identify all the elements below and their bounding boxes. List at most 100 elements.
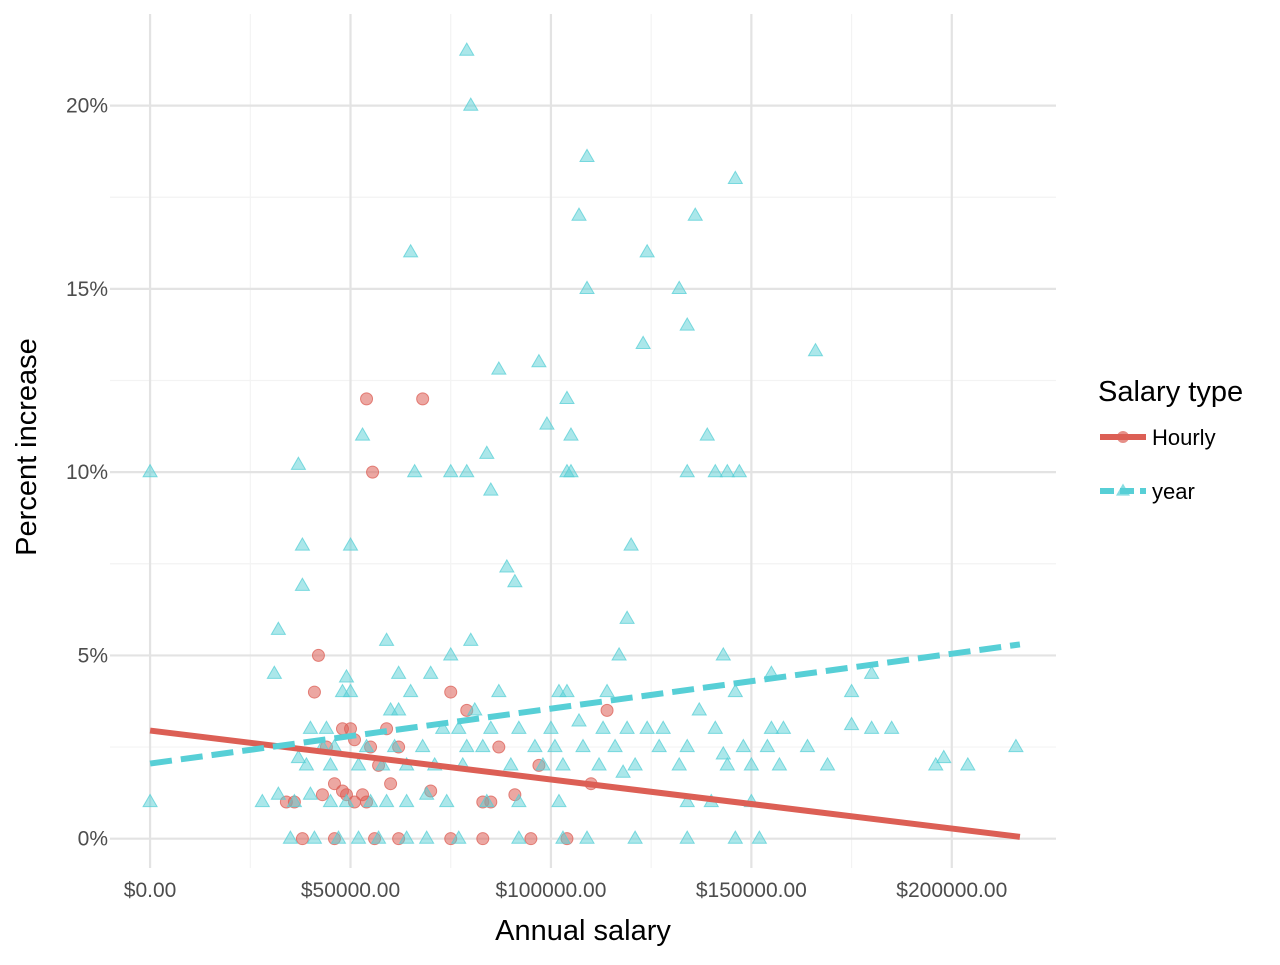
- year-point: [306, 830, 323, 844]
- year-point: [254, 793, 271, 808]
- year-point: [458, 738, 475, 753]
- year-point: [490, 683, 507, 698]
- y-axis-title: Percent increase: [11, 338, 43, 556]
- year-point: [679, 738, 696, 753]
- year-point: [458, 463, 475, 478]
- x-axis-title: Annual salary: [495, 915, 671, 947]
- year-point: [671, 280, 688, 294]
- year-point: [294, 577, 311, 591]
- hourly-point: [307, 685, 321, 699]
- year-point: [927, 756, 944, 771]
- year-point: [434, 720, 451, 734]
- year-point: [342, 536, 359, 551]
- year-point: [727, 170, 744, 185]
- year-point: [775, 720, 792, 734]
- year-point: [370, 830, 387, 844]
- year-point: [619, 720, 635, 734]
- hourly-point: [366, 465, 380, 479]
- year-point: [374, 756, 391, 771]
- year-point: [599, 683, 615, 698]
- year-point: [438, 793, 455, 808]
- year-point: [510, 830, 527, 844]
- year-point: [266, 665, 283, 679]
- year-point: [555, 756, 571, 771]
- year-point: [935, 749, 952, 764]
- year-point: [883, 720, 900, 734]
- legend-item-year: year: [1100, 479, 1195, 504]
- year-point: [510, 793, 527, 808]
- hourly-point: [384, 777, 398, 791]
- year-point: [358, 738, 375, 753]
- hourly-trend-line: [149, 727, 1021, 840]
- y-tick-label: 10%: [66, 461, 108, 484]
- year-point: [551, 793, 567, 808]
- year-point: [731, 463, 748, 478]
- year-point: [478, 793, 495, 808]
- year-point: [270, 786, 287, 800]
- year-point: [579, 280, 595, 294]
- year-point: [571, 207, 587, 221]
- year-point: [627, 830, 643, 844]
- year-point: [575, 738, 591, 753]
- year-point: [807, 342, 824, 357]
- year-point: [591, 756, 607, 771]
- year-point: [863, 665, 880, 679]
- year-point: [322, 793, 339, 808]
- legend-items: Hourly year: [1100, 425, 1216, 504]
- year-point: [595, 720, 611, 734]
- year-point: [687, 207, 704, 221]
- year-point: [398, 830, 415, 844]
- hourly-point: [416, 392, 430, 406]
- year-point: [843, 683, 860, 698]
- year-point: [799, 738, 816, 753]
- year-point: [743, 756, 760, 771]
- year-point: [322, 756, 339, 771]
- year-point: [350, 756, 367, 771]
- year-point: [579, 148, 595, 163]
- x-tick-label: $150000.00: [696, 879, 807, 902]
- year-point: [506, 573, 523, 588]
- year-point: [398, 793, 415, 808]
- year-point: [282, 830, 299, 844]
- hourly-point: [492, 740, 506, 754]
- legend-key-marker: [1116, 483, 1130, 496]
- year-point: [751, 830, 768, 844]
- legend-title: Salary type: [1098, 376, 1243, 408]
- y-tick-label: 20%: [66, 95, 108, 118]
- year-point: [727, 683, 744, 698]
- year-point: [338, 793, 355, 808]
- hourly-point: [444, 685, 458, 699]
- hourly-point: [360, 392, 374, 406]
- year-point: [639, 243, 656, 258]
- year-point: [759, 738, 776, 753]
- year-point: [498, 558, 515, 573]
- year-point: [527, 738, 543, 753]
- year-point: [286, 793, 303, 808]
- x-tick-label: $50000.00: [301, 879, 400, 902]
- year-point: [635, 335, 651, 349]
- year-point: [959, 756, 976, 771]
- year-point: [547, 738, 563, 753]
- year-point: [611, 646, 627, 661]
- year-point: [390, 665, 407, 679]
- year-point: [442, 463, 459, 478]
- year-point: [442, 646, 459, 661]
- x-tick-label: $100000.00: [495, 879, 606, 902]
- year-point: [142, 463, 158, 478]
- hourly-point: [311, 648, 325, 662]
- year-point: [390, 701, 407, 716]
- year-point: [298, 756, 315, 771]
- hourly-point: [476, 832, 490, 846]
- year-point: [539, 415, 555, 430]
- year-point: [302, 786, 319, 800]
- year-point: [715, 745, 732, 760]
- year-point: [478, 445, 495, 459]
- year-point: [378, 793, 395, 808]
- year-point: [502, 756, 519, 771]
- year-point: [679, 317, 696, 331]
- year-point: [270, 621, 287, 635]
- year-point: [763, 720, 780, 734]
- year-point: [418, 830, 435, 844]
- year-point: [402, 683, 419, 698]
